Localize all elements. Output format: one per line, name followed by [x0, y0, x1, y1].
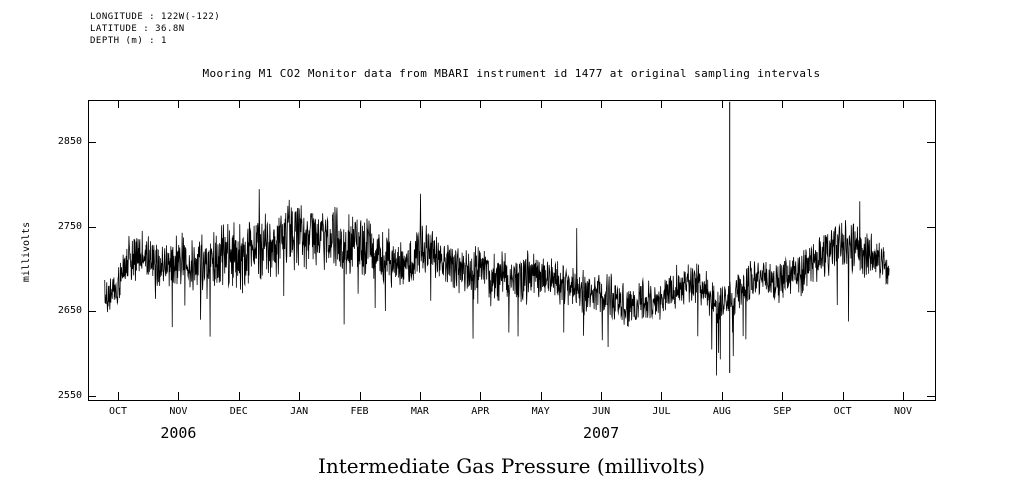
- x-tick-label: OCT: [108, 406, 128, 417]
- x-tick-label: JAN: [290, 406, 309, 417]
- y-tick-label: 2650: [57, 305, 82, 317]
- year-label: 2006: [160, 424, 197, 442]
- x-tick-label: SEP: [773, 406, 792, 417]
- x-tick-label: FEB: [350, 406, 369, 417]
- x-tick-label: NOV: [893, 406, 913, 417]
- x-tick-label: MAR: [410, 406, 429, 417]
- x-tick-label: OCT: [833, 406, 852, 417]
- y-tick-label: 2850: [57, 136, 82, 148]
- x-tick-label: DEC: [229, 406, 248, 417]
- y-axis-label: millivolts: [21, 221, 32, 283]
- y-tick-label: 2550: [57, 389, 82, 401]
- x-tick-label: AUG: [712, 406, 731, 417]
- y-tick-label: 2750: [57, 220, 82, 232]
- x-tick-label: JUL: [652, 406, 671, 417]
- x-tick-label: APR: [471, 406, 490, 417]
- x-tick-label: NOV: [169, 406, 188, 417]
- year-label: 2007: [583, 424, 620, 442]
- x-axis-title: Intermediate Gas Pressure (millivolts): [317, 454, 706, 478]
- x-tick-label: JUN: [592, 406, 611, 417]
- x-tick-label: MAY: [531, 406, 550, 417]
